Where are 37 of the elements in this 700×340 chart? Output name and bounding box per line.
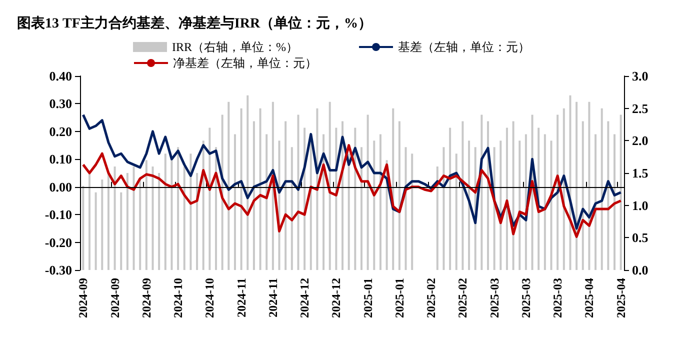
y2-tick-label: 2.5 [632, 100, 649, 116]
y-tick-label: 0.40 [49, 68, 72, 84]
x-tick-label: 2024-12 [329, 278, 344, 318]
x-tick-label: 2024-12 [298, 278, 312, 318]
x-tick-label: 2024-11 [234, 278, 248, 318]
y-tick-label: -0.20 [44, 234, 72, 250]
x-tick-label: 2025-04 [614, 278, 628, 318]
x-tick-label: 2024-11 [266, 278, 280, 318]
legend-label: 基差（左轴，单位：元） [398, 40, 530, 54]
legend-label: 净基差（左轴，单位：元） [173, 56, 317, 70]
y2-tick-label: 1.0 [632, 198, 648, 213]
x-tick-label: 2025-02 [424, 278, 438, 318]
x-tick-label: 2025-03 [550, 278, 565, 318]
y-tick-label: -0.10 [44, 207, 72, 222]
y2-tick-label: 0.0 [632, 262, 648, 278]
x-tick-label: 2024-10 [202, 278, 217, 318]
x-tick-label: 2025-01 [392, 278, 406, 318]
x-tick-label: 2024-09 [76, 278, 90, 318]
legend-label: IRR（右轴，单位：%） [172, 40, 298, 54]
x-tick-label: 2025-01 [360, 278, 375, 318]
y2-tick-label: 1.5 [632, 166, 649, 180]
x-tick-label: 2025-03 [518, 278, 533, 318]
y-tick-label: -0.30 [44, 262, 72, 278]
x-tick-label: 2024-10 [171, 278, 186, 318]
x-tick-label: 2025-04 [582, 278, 596, 318]
y-tick-label: 0.30 [49, 96, 72, 112]
x-tick-label: 2025-02 [456, 278, 470, 318]
y2-tick-label: 3.0 [632, 68, 648, 84]
y-tick-label: 0.20 [49, 124, 72, 139]
x-tick-label: 2025-03 [487, 278, 502, 318]
y-tick-label: 0.00 [49, 179, 72, 194]
y2-tick-label: 2.0 [632, 133, 648, 148]
chart-title: 图表13 TF主力合约基差、净基差与IRR（单位：元，%） [17, 14, 372, 32]
x-tick-label: 2024-09 [108, 278, 122, 318]
y2-tick-label: 0.5 [632, 230, 649, 246]
y-tick-label: 0.10 [49, 152, 72, 167]
x-tick-label: 2024-09 [139, 278, 154, 318]
